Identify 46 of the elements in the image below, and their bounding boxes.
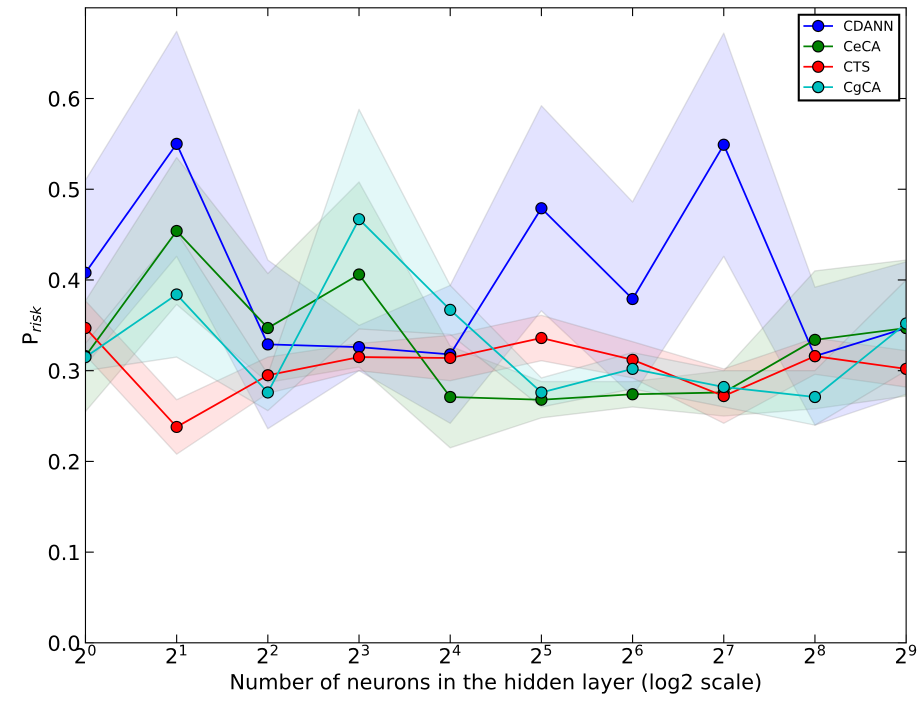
point <box>535 202 548 214</box>
legend-label: CeCA <box>844 40 881 52</box>
point <box>170 224 183 238</box>
point <box>170 138 183 150</box>
point <box>444 304 456 316</box>
y-tick-label: 0.4 <box>48 272 80 288</box>
point <box>262 322 274 334</box>
point <box>170 420 183 434</box>
point <box>352 268 366 281</box>
x-tick-label: 2$^{1}$ <box>166 644 186 664</box>
x-tick-label: 2$^{5}$ <box>531 644 552 664</box>
point <box>352 213 366 226</box>
point <box>535 386 548 399</box>
x-tick-label: 2$^{7}$ <box>714 644 734 664</box>
point <box>626 362 639 375</box>
point <box>444 390 456 404</box>
point <box>626 292 639 306</box>
legend-label: CTS <box>844 61 870 72</box>
point <box>535 332 548 344</box>
point <box>808 390 822 404</box>
legend-label: CgCA <box>844 82 881 95</box>
x-tick-label: 2$^{4}$ <box>440 644 460 664</box>
point <box>262 369 274 382</box>
x-tick-label: 2$^{8}$ <box>804 644 826 664</box>
y-tick-label: 0.3 <box>48 363 79 379</box>
point <box>170 288 183 301</box>
point <box>444 352 456 364</box>
x-axis-title: Number of neurons in the hidden layer (log2 scale) <box>231 673 760 694</box>
y-tick-label: 0.6 <box>48 90 80 107</box>
point <box>262 386 274 399</box>
y-axis-title: P$_{risk}$ <box>22 306 42 344</box>
point <box>626 388 639 400</box>
x-tick-label: 2$^{9}$ <box>896 644 916 664</box>
point <box>352 350 366 364</box>
y-tick-label: 0.2 <box>48 454 79 470</box>
y-tick-label: 0.5 <box>48 182 79 198</box>
x-tick-label: 2$^{6}$ <box>622 644 643 664</box>
y-tick-label: 0.1 <box>48 544 79 560</box>
point <box>718 380 730 394</box>
point <box>718 138 730 151</box>
point <box>808 334 822 346</box>
x-tick-label: 2$^{3}$ <box>348 644 369 664</box>
x-tick-label: 2$^{2}$ <box>258 644 278 664</box>
legend-label: CDANN <box>844 20 892 32</box>
point <box>352 340 366 354</box>
point <box>262 338 274 350</box>
